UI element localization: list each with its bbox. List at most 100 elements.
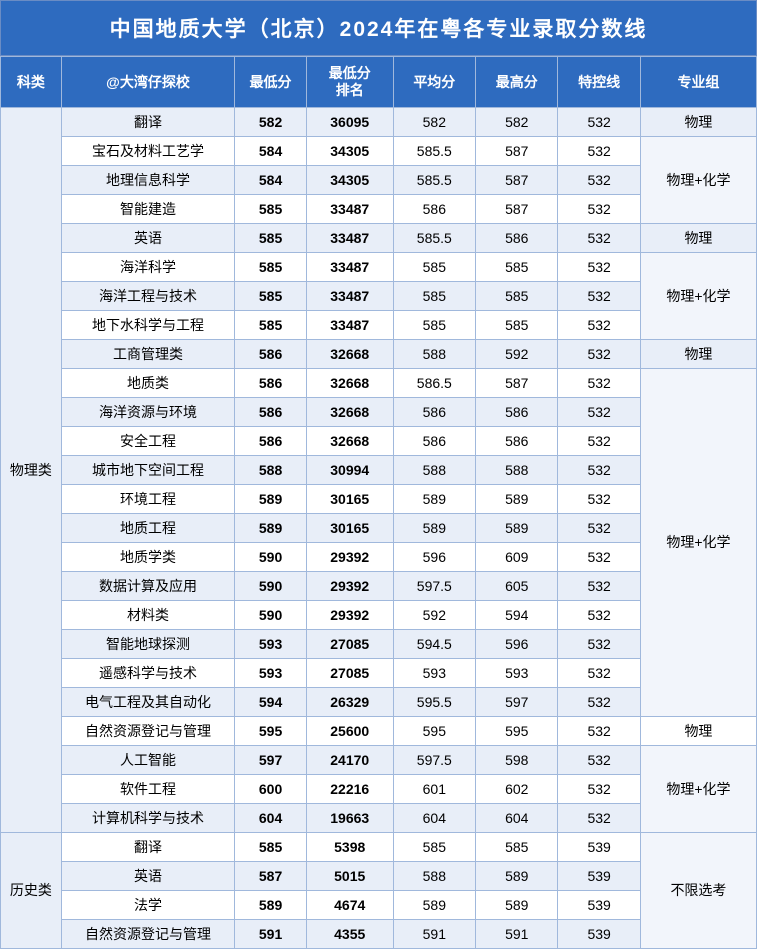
min-cell: 589	[235, 890, 307, 919]
min-cell: 593	[235, 629, 307, 658]
avg-cell: 597.5	[393, 571, 475, 600]
major-cell: 城市地下空间工程	[61, 455, 235, 484]
col-group: 专业组	[640, 57, 756, 108]
line-cell: 532	[558, 629, 640, 658]
major-cell: 智能建造	[61, 194, 235, 223]
min-cell: 600	[235, 774, 307, 803]
min-cell: 589	[235, 513, 307, 542]
col-min: 最低分	[235, 57, 307, 108]
rank-cell: 27085	[306, 629, 393, 658]
table-row: 地质类58632668586.5587532物理+化学	[1, 368, 757, 397]
max-cell: 593	[476, 658, 558, 687]
major-cell: 数据计算及应用	[61, 571, 235, 600]
line-cell: 539	[558, 832, 640, 861]
avg-cell: 585	[393, 281, 475, 310]
avg-cell: 589	[393, 513, 475, 542]
page-title: 中国地质大学（北京）2024年在粤各专业录取分数线	[0, 0, 757, 56]
min-cell: 591	[235, 919, 307, 948]
max-cell: 589	[476, 484, 558, 513]
major-cell: 工商管理类	[61, 339, 235, 368]
line-cell: 539	[558, 919, 640, 948]
major-cell: 海洋工程与技术	[61, 281, 235, 310]
line-cell: 532	[558, 426, 640, 455]
avg-cell: 591	[393, 919, 475, 948]
col-rank: 最低分排名	[306, 57, 393, 108]
table-row: 海洋科学58533487585585532物理+化学	[1, 252, 757, 281]
min-cell: 594	[235, 687, 307, 716]
rank-cell: 34305	[306, 136, 393, 165]
line-cell: 532	[558, 513, 640, 542]
major-cell: 环境工程	[61, 484, 235, 513]
rank-cell: 33487	[306, 252, 393, 281]
avg-cell: 594.5	[393, 629, 475, 658]
max-cell: 604	[476, 803, 558, 832]
table-row: 历史类翻译5855398585585539不限选考	[1, 832, 757, 861]
min-cell: 586	[235, 339, 307, 368]
max-cell: 585	[476, 832, 558, 861]
line-cell: 532	[558, 194, 640, 223]
max-cell: 586	[476, 397, 558, 426]
avg-cell: 586	[393, 397, 475, 426]
line-cell: 532	[558, 484, 640, 513]
table-row: 物理类翻译58236095582582532物理	[1, 107, 757, 136]
avg-cell: 585	[393, 310, 475, 339]
avg-cell: 595.5	[393, 687, 475, 716]
major-cell: 智能地球探测	[61, 629, 235, 658]
col-category: 科类	[1, 57, 62, 108]
table-row: 自然资源登记与管理59525600595595532物理	[1, 716, 757, 745]
table-row: 英语58533487585.5586532物理	[1, 223, 757, 252]
major-cell: 电气工程及其自动化	[61, 687, 235, 716]
major-cell: 宝石及材料工艺学	[61, 136, 235, 165]
major-cell: 英语	[61, 861, 235, 890]
line-cell: 532	[558, 368, 640, 397]
line-cell: 532	[558, 136, 640, 165]
max-cell: 585	[476, 252, 558, 281]
rank-cell: 32668	[306, 339, 393, 368]
max-cell: 582	[476, 107, 558, 136]
min-cell: 585	[235, 252, 307, 281]
max-cell: 589	[476, 861, 558, 890]
table-wrapper: 中国地质大学（北京）2024年在粤各专业录取分数线 科类 @大湾仔探校 最低分 …	[0, 0, 757, 949]
avg-cell: 588	[393, 861, 475, 890]
min-cell: 595	[235, 716, 307, 745]
rank-cell: 33487	[306, 310, 393, 339]
max-cell: 587	[476, 165, 558, 194]
min-cell: 590	[235, 600, 307, 629]
col-avg: 平均分	[393, 57, 475, 108]
min-cell: 604	[235, 803, 307, 832]
group-cell: 物理	[640, 223, 756, 252]
line-cell: 532	[558, 397, 640, 426]
header-row: 科类 @大湾仔探校 最低分 最低分排名 平均分 最高分 特控线 专业组	[1, 57, 757, 108]
min-cell: 585	[235, 194, 307, 223]
table-row: 工商管理类58632668588592532物理	[1, 339, 757, 368]
rank-cell: 26329	[306, 687, 393, 716]
major-cell: 地下水科学与工程	[61, 310, 235, 339]
max-cell: 595	[476, 716, 558, 745]
line-cell: 532	[558, 252, 640, 281]
major-cell: 地质类	[61, 368, 235, 397]
line-cell: 532	[558, 107, 640, 136]
major-cell: 遥感科学与技术	[61, 658, 235, 687]
line-cell: 532	[558, 281, 640, 310]
min-cell: 593	[235, 658, 307, 687]
avg-cell: 596	[393, 542, 475, 571]
rank-cell: 33487	[306, 223, 393, 252]
rank-cell: 19663	[306, 803, 393, 832]
rank-cell: 5398	[306, 832, 393, 861]
rank-cell: 27085	[306, 658, 393, 687]
rank-cell: 36095	[306, 107, 393, 136]
major-cell: 英语	[61, 223, 235, 252]
avg-cell: 601	[393, 774, 475, 803]
category-cell: 物理类	[1, 107, 62, 832]
rank-cell: 29392	[306, 571, 393, 600]
min-cell: 582	[235, 107, 307, 136]
avg-cell: 592	[393, 600, 475, 629]
min-cell: 585	[235, 310, 307, 339]
rank-cell: 4674	[306, 890, 393, 919]
group-cell: 物理+化学	[640, 252, 756, 339]
min-cell: 590	[235, 542, 307, 571]
avg-cell: 585.5	[393, 165, 475, 194]
major-cell: 自然资源登记与管理	[61, 716, 235, 745]
rank-cell: 24170	[306, 745, 393, 774]
line-cell: 532	[558, 223, 640, 252]
